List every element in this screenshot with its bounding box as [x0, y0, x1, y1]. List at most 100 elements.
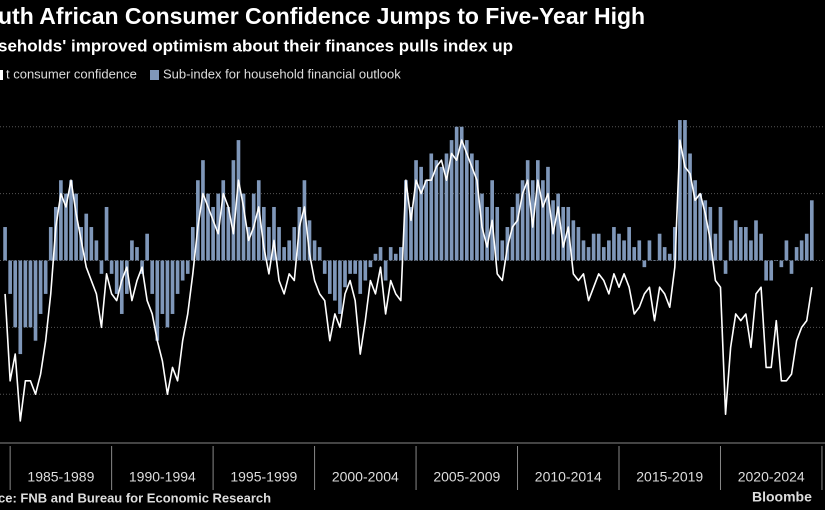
bar — [135, 247, 139, 261]
bar — [733, 220, 738, 261]
bar — [165, 260, 170, 328]
bar — [312, 240, 317, 261]
chart-title: uth African Consumer Confidence Jumps to… — [0, 3, 645, 29]
bar — [561, 206, 566, 261]
bar — [470, 153, 474, 261]
bar — [190, 227, 195, 261]
bar — [409, 206, 413, 261]
bar — [809, 200, 814, 261]
x-tick-label: 2015-2019 — [636, 469, 703, 485]
bar — [424, 180, 429, 261]
bar — [287, 240, 292, 261]
bar — [241, 193, 246, 261]
bar — [718, 206, 723, 261]
bar — [322, 260, 327, 274]
bar — [99, 260, 104, 274]
bar — [607, 240, 611, 261]
bar — [150, 260, 155, 294]
bar — [713, 233, 718, 261]
bar — [769, 260, 774, 281]
bar — [601, 247, 606, 261]
bar — [652, 260, 657, 261]
bar — [738, 227, 743, 261]
x-tick-label: 1990-1994 — [129, 469, 196, 485]
bar — [201, 160, 205, 261]
bar — [145, 233, 149, 261]
bar — [206, 193, 210, 261]
bar — [170, 260, 175, 314]
bar — [683, 120, 687, 261]
bar — [617, 233, 621, 261]
bar — [414, 160, 418, 261]
x-tick-label: 2005-2009 — [433, 469, 500, 485]
bar — [282, 247, 286, 261]
bar — [368, 260, 373, 268]
bar — [38, 260, 43, 314]
bar — [505, 227, 510, 261]
bar — [749, 240, 753, 261]
legend-swatch — [150, 70, 159, 80]
bar — [495, 206, 500, 261]
bar — [256, 180, 261, 261]
bar — [175, 260, 180, 294]
bar — [510, 206, 515, 261]
bar — [216, 193, 220, 261]
bar — [688, 153, 692, 261]
bar — [353, 260, 357, 274]
bar — [399, 247, 403, 261]
bar — [373, 253, 378, 261]
bar — [454, 126, 459, 261]
x-tick-label: 1985-1989 — [27, 469, 94, 485]
bar — [546, 166, 550, 261]
x-tick-label: 2000-2004 — [332, 469, 399, 485]
bar — [343, 260, 347, 288]
bar — [515, 193, 520, 261]
bar — [18, 260, 23, 355]
bar — [703, 200, 708, 261]
bar — [180, 260, 185, 281]
bar — [525, 160, 530, 261]
bar — [48, 227, 53, 261]
bar — [429, 153, 434, 261]
bar — [125, 260, 129, 294]
bar — [439, 166, 444, 261]
bar — [104, 206, 109, 261]
line — [4, 139, 813, 422]
bar — [8, 260, 12, 294]
bar — [541, 180, 545, 261]
bar — [647, 240, 652, 261]
bar — [591, 233, 596, 261]
x-tick-label: 1995-1999 — [230, 469, 297, 485]
bar — [393, 253, 398, 261]
bar — [114, 260, 119, 294]
bar — [657, 233, 662, 261]
bar — [764, 260, 768, 281]
bar — [317, 247, 322, 261]
bar — [475, 160, 479, 261]
bar — [130, 240, 134, 261]
bar — [794, 247, 799, 261]
bar — [119, 260, 124, 314]
bar — [662, 247, 667, 261]
bar — [109, 260, 114, 274]
bar — [33, 260, 38, 341]
bar — [307, 220, 312, 261]
bar — [632, 247, 637, 261]
bar — [799, 240, 804, 261]
bar — [535, 160, 540, 261]
bar — [744, 227, 748, 261]
bar — [94, 240, 99, 261]
bar — [383, 260, 388, 281]
bar — [759, 233, 763, 261]
bar — [69, 180, 73, 261]
bar — [211, 206, 215, 261]
bar — [520, 180, 525, 261]
bar — [672, 227, 677, 261]
bar — [556, 193, 560, 261]
x-tick-label: 2010-2014 — [535, 469, 602, 485]
bar — [388, 247, 393, 261]
bar — [581, 240, 586, 261]
x-tick-label: 2020-2024 — [738, 469, 805, 485]
bar — [13, 260, 18, 328]
